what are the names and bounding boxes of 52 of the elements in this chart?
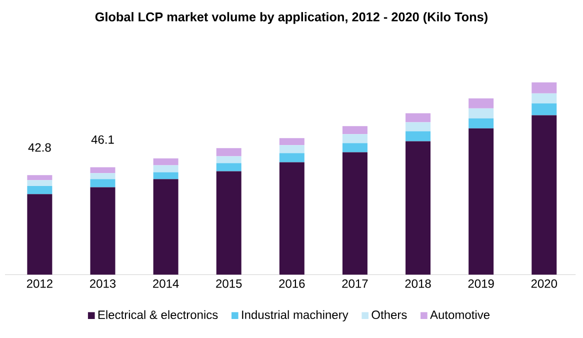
bar: [406, 113, 431, 122]
bar: [153, 172, 178, 180]
x-tick-label: 2015: [216, 279, 242, 288]
legend-label: Automotive: [430, 310, 490, 320]
bar: [216, 156, 242, 164]
bar: [406, 141, 431, 275]
bar: [153, 179, 178, 275]
bar: [27, 175, 52, 180]
bar: [342, 152, 368, 275]
annotation: 46.1: [91, 135, 114, 144]
bar: [532, 115, 557, 275]
bar: [27, 186, 52, 194]
bar: [279, 162, 304, 275]
bar: [468, 128, 494, 275]
x-tick-label: 2014: [153, 279, 179, 288]
bar: [27, 180, 52, 186]
legend-label: Others: [372, 310, 407, 320]
chart-title: Global LCP market volume by application, 2012 - 2020 (Kilo Tons): [95, 12, 488, 24]
bar: [216, 163, 242, 172]
bar: [90, 173, 116, 180]
bar: [532, 93, 557, 104]
legend-label: Industrial machinery: [242, 310, 348, 322]
x-tick-label: 2020: [531, 279, 558, 288]
bar: [153, 165, 178, 172]
x-tick-label: 2018: [405, 279, 431, 288]
bar: [532, 82, 557, 94]
x-tick-label: 2017: [342, 279, 368, 288]
bar: [468, 108, 494, 118]
bar: [342, 126, 368, 134]
bar: [406, 131, 431, 142]
x-tick-label: 2012: [26, 279, 52, 288]
bar: [468, 118, 494, 128]
bar: [406, 122, 431, 132]
bar: [90, 179, 116, 188]
bar: [279, 138, 304, 146]
bar: [27, 194, 52, 275]
bar: [90, 187, 116, 275]
bar: [342, 143, 368, 152]
x-tick-label: 2016: [279, 279, 305, 288]
bar: [342, 134, 368, 144]
bar: [279, 153, 304, 162]
x-tick-label: 2013: [90, 279, 116, 288]
bar: [216, 171, 242, 275]
bar: [153, 158, 178, 166]
bar: [532, 103, 557, 116]
legend-label: Electrical & electronics: [98, 310, 218, 320]
bar: [216, 148, 242, 156]
bar: [468, 98, 494, 108]
x-tick-label: 2019: [468, 279, 494, 288]
annotation: 42.8: [28, 143, 51, 152]
bar: [90, 167, 116, 174]
bar: [279, 145, 304, 154]
